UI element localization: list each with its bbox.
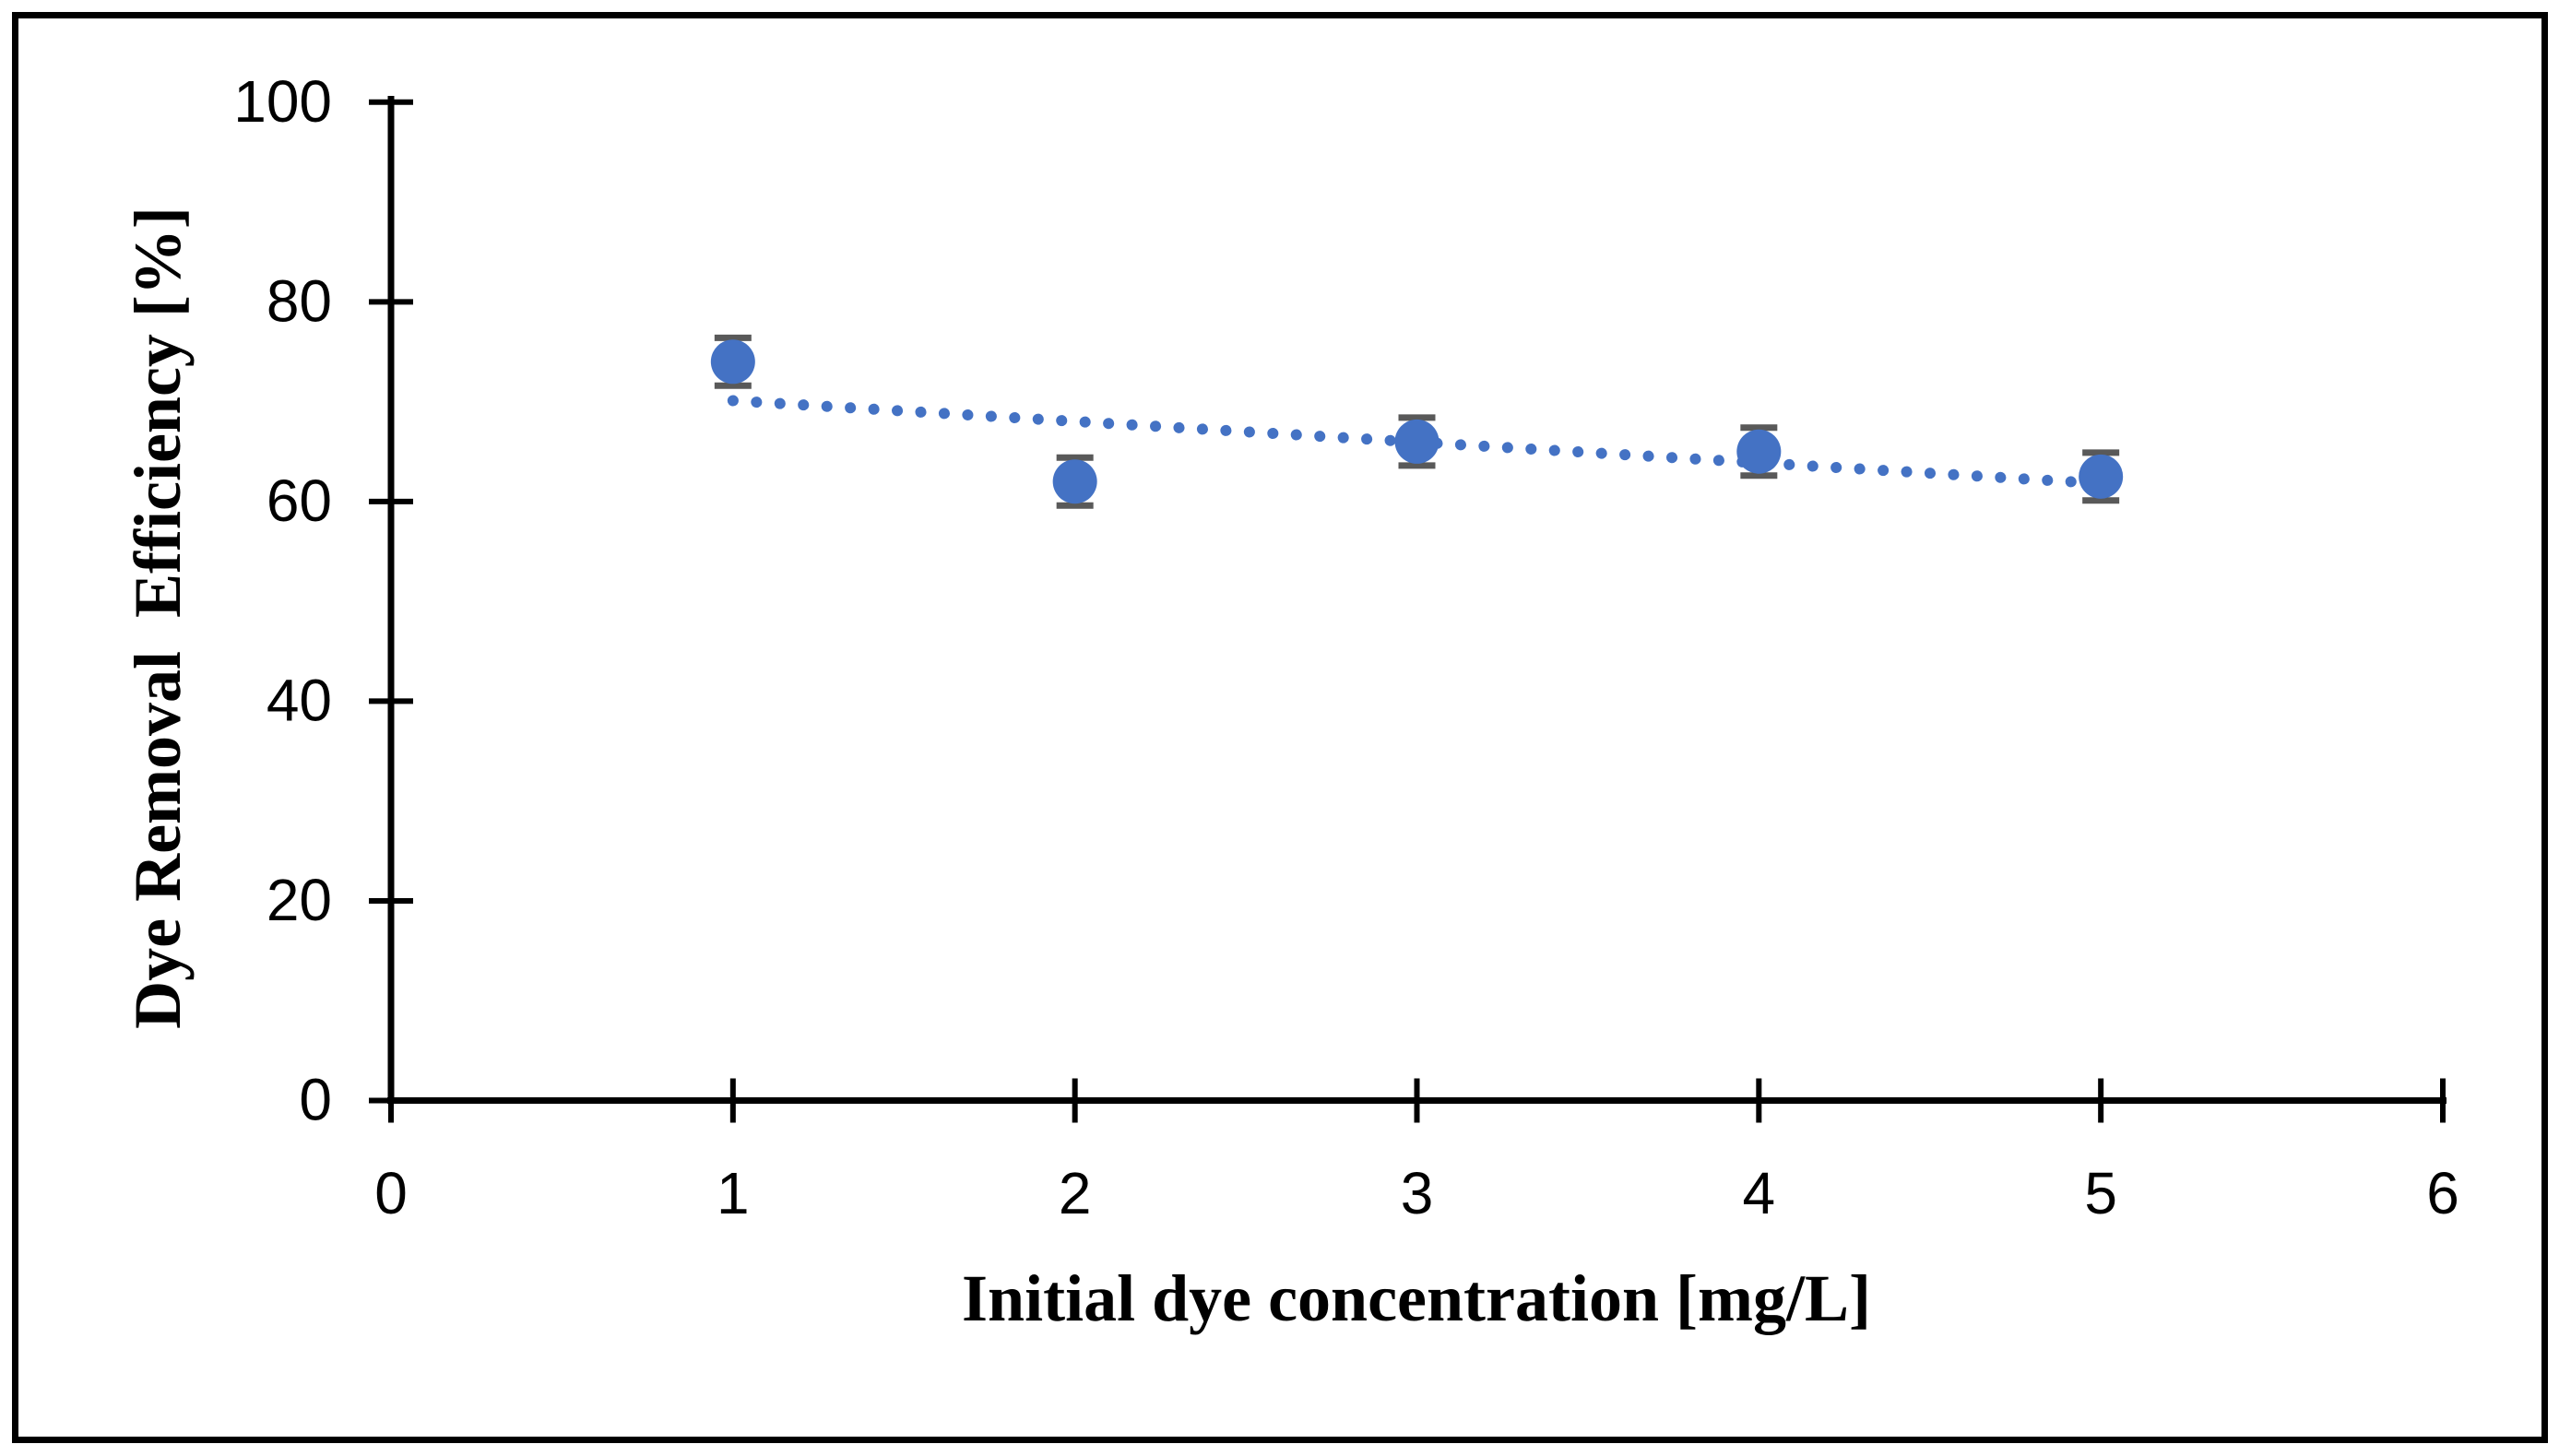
x-axis-tick-label: 1 [717,1160,750,1226]
data-point-group [710,334,755,389]
data-point-group [1052,454,1097,509]
data-point-group [1394,414,1439,469]
y-axis-tick-label: 80 [267,267,332,334]
data-point-marker [1394,419,1439,464]
y-axis-tick-label: 0 [299,1067,332,1133]
y-axis-title: Dye Removal Efficiency [%] [121,207,195,1029]
x-axis-title: Initial dye concentration [mg/L] [962,1261,1871,1335]
x-axis-tick-label: 6 [2426,1160,2459,1226]
series-layer [710,334,2124,509]
data-point-marker [1052,459,1097,504]
x-axis-tick-label: 3 [1401,1160,1434,1226]
x-axis-tick-label: 4 [1743,1160,1776,1226]
axes-layer: 0 20 40 60 80 100 0 1 2 3 4 5 6 [233,68,2459,1226]
data-point-group [2079,449,2124,504]
data-point-marker [1736,429,1782,474]
frame-layer [12,12,2548,1443]
x-axis-tick-label: 2 [1059,1160,1092,1226]
y-axis-tick-label: 20 [267,867,332,933]
chart-border-frame [12,12,2548,1443]
y-axis-tick-label: 40 [267,667,332,733]
data-point-group [1736,424,1782,479]
x-axis-tick-label: 0 [374,1160,408,1226]
y-axis-tick-label: 60 [267,468,332,534]
x-axis-tick-label: 5 [2084,1160,2117,1226]
y-axis-tick-label: 100 [233,68,332,135]
data-point-marker [710,339,755,385]
data-point-marker [2079,454,2124,499]
